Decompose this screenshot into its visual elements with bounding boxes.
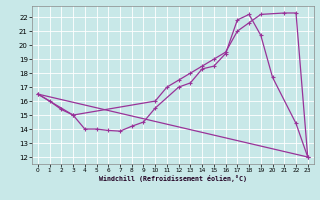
X-axis label: Windchill (Refroidissement éolien,°C): Windchill (Refroidissement éolien,°C) — [99, 175, 247, 182]
